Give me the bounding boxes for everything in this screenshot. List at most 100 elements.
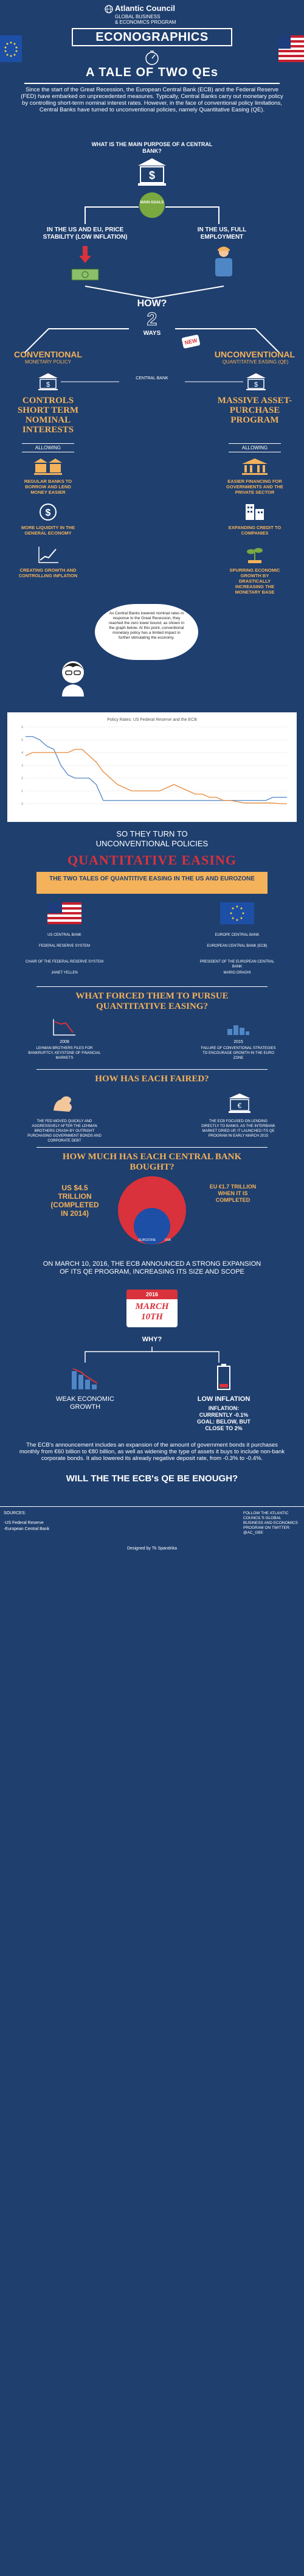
how-arrows	[85, 286, 224, 299]
chart-y-tick: 3	[21, 764, 23, 768]
eu-fared: THE ECB FOCUSED ON LENDING DIRECTLY TO B…	[201, 1120, 275, 1138]
ways-label: WAYS	[143, 330, 161, 337]
main-goals-label: MAIN GOALS	[140, 201, 164, 205]
eu-bank-name: EUROPEAN CENTRAL BANK (ECB)	[207, 944, 268, 948]
chart-y-tick: 4	[21, 751, 23, 755]
chart-y-tick: 6	[21, 726, 23, 729]
eu-amount: EU €1.7 TRILLION WHEN IT IS COMPLETED	[209, 1184, 257, 1203]
footer-divider	[0, 1506, 304, 1507]
goal-arrows	[85, 206, 219, 224]
person-icon	[56, 659, 90, 697]
central-bank-connector	[61, 381, 243, 382]
government-icon	[241, 458, 269, 476]
ecb-announcement-text: The ECB's announcement includes an expan…	[19, 1442, 285, 1462]
eurozone-label: EUROZONE	[139, 1238, 156, 1242]
us-year: 2008	[60, 1040, 69, 1044]
tales-us-flag-icon	[47, 902, 81, 924]
title-divider	[24, 83, 280, 84]
sources-label: SOURCES:	[4, 1511, 26, 1515]
bought-question: HOW MUCH HAS EACH CENTRAL BANK BOUGHT?	[62, 1152, 242, 1172]
us-amount: US $4.5 TRILLION (COMPLETED IN 2014)	[50, 1184, 99, 1218]
unconv-step1: EASIER FINANCING FOR GOVERNMENTS AND THE…	[226, 479, 283, 495]
conv-step3: CREATING GROWTH AND CONTROLLING INFLATIO…	[18, 567, 78, 578]
calendar-icon: 2016 MARCH 10TH	[126, 1290, 178, 1327]
chart-title: Policy Rates: US Federal Reserve and the…	[107, 718, 197, 722]
svg-text:$: $	[46, 381, 50, 388]
growth-chart-icon	[38, 546, 60, 564]
chart-series-line	[25, 749, 287, 804]
source-ecb: -European Central Bank	[4, 1527, 50, 1531]
econographics-banner: ECONOGRAPHICS	[72, 28, 232, 46]
atlantic-council-logo: Atlantic Council GLOBAL BUSINESS & ECONO…	[105, 4, 202, 26]
follow-twitter: FOLLOW THE ATLANTIC COUNCIL'S GLOBAL BUS…	[243, 1511, 298, 1535]
svg-text:$: $	[46, 508, 51, 518]
source-fed: -US Federal Reserve	[4, 1521, 44, 1525]
central-bank-label: CENTRAL BANK	[136, 376, 168, 381]
unconv-allowing-line-top	[229, 443, 281, 444]
conv-step2: MORE LIQUIDITY IN THE GENERAL ECONOMY	[21, 525, 75, 536]
eu-bars-icon	[226, 1018, 250, 1036]
why-arrows	[85, 1347, 219, 1363]
weak-growth: WEAK ECONOMIC GROWTH	[56, 1395, 114, 1411]
us-chair-title: CHAIR OF THE FEDERAL RESERVE SYSTEM	[26, 960, 103, 964]
policy-rate-chart: Policy Rates: US Federal Reserve and the…	[21, 718, 287, 806]
unconv-step2: EXPANDING CREDIT TO COMPANIES	[228, 525, 282, 536]
conv-allowing: ALLOWING	[35, 445, 61, 451]
worker-icon	[212, 246, 236, 280]
econographics-label: ECONOGRAPHICS	[95, 30, 209, 44]
plant-money-icon	[244, 546, 265, 564]
eu-central-bank: EUROPE CENTRAL BANK	[215, 933, 260, 937]
unconv-step3: SPURRING ECONOMIC GROWTH BY DRASTICALLY …	[229, 567, 280, 595]
designer-credit: Designed by Tk Spandrika	[127, 1546, 177, 1551]
eu-chair-name: MARIO DRAGHI	[223, 971, 251, 975]
goal-price-stability: IN THE US AND EU, PRICE STABILITY (LOW I…	[43, 226, 128, 240]
usa-label: USA	[165, 1238, 171, 1242]
conv-step1: REGULAR BANKS TO BORROW AND LEND MONEY E…	[24, 479, 72, 495]
page-bottom-fill	[0, 1559, 304, 2576]
down-arrow-icon	[79, 246, 91, 263]
march-announcement: ON MARCH 10, 2016, THE ECB ANNOUNCED A S…	[43, 1260, 261, 1276]
chart-y-tick: 2	[21, 777, 23, 781]
org-name: Atlantic Council	[115, 4, 175, 13]
scale-icon	[143, 50, 161, 66]
calendar-header: 2016	[126, 1290, 178, 1299]
unconventional-bank-icon: $	[246, 373, 266, 391]
eu-flag-icon	[0, 35, 22, 62]
growth-down-icon	[71, 1366, 100, 1391]
chart-y-tick: 5	[21, 739, 23, 742]
forced-divider	[36, 986, 268, 987]
qe-big-title: QUANTITATIVE EASING	[67, 852, 237, 868]
svg-text:$: $	[149, 169, 155, 181]
why-label: WHY?	[142, 1336, 162, 1343]
banks-icon	[34, 458, 62, 476]
program-line1: GLOBAL BUSINESS	[115, 14, 161, 19]
money-icon	[71, 268, 100, 281]
central-bank-icon: $	[137, 157, 167, 186]
speech-bubble: As Central Banks lowered nominal rates i…	[95, 604, 198, 660]
calendar-year: 2016	[145, 1291, 159, 1297]
eu-cause: FAILURE OF CONVENTIONAL STRATEGIES TO EN…	[201, 1047, 276, 1060]
globe-icon	[105, 5, 113, 13]
intro-text: Since the start of the Great Recession, …	[21, 86, 283, 113]
unconventional-subtitle: QUANTITATIVE EASING (QE)	[222, 359, 289, 365]
branch-arrows	[24, 328, 280, 354]
fared-divider	[36, 1069, 268, 1070]
closing-question: WILL THE THE ECB's QE BE ENOUGH?	[66, 1473, 238, 1484]
eu-bank-lending-icon: €	[227, 1092, 252, 1114]
flexed-arm-icon	[51, 1092, 78, 1114]
unconventional-title: UNCONVENTIONAL	[214, 349, 295, 359]
tales-eu-flag-icon	[220, 902, 254, 924]
main-title: A TALE OF TWO QEs	[85, 66, 219, 79]
us-central-bank: US CENTRAL BANK	[47, 933, 81, 937]
chart-y-tick: 1	[21, 790, 23, 793]
us-cause: LEHMAN BROTHERS FILES FOR BANKRUPTCY, KE…	[28, 1047, 101, 1060]
tales-header-label: THE TWO TALES OF QUANTITIVE EASING IN TH…	[49, 876, 255, 882]
speech-text: As Central Banks lowered nominal rates i…	[109, 611, 184, 640]
company-icon	[244, 500, 265, 521]
us-chair-name: JANET YELLEN	[51, 971, 78, 975]
chart-down-icon	[52, 1018, 77, 1036]
bought-circles: EUROZONE USA	[97, 1175, 207, 1248]
eu-chair-title: PRESIDENT OF THE EUROPEAN CENTRAL BANK	[199, 960, 275, 969]
chart-panel: Policy Rates: US Federal Reserve and the…	[7, 712, 297, 822]
